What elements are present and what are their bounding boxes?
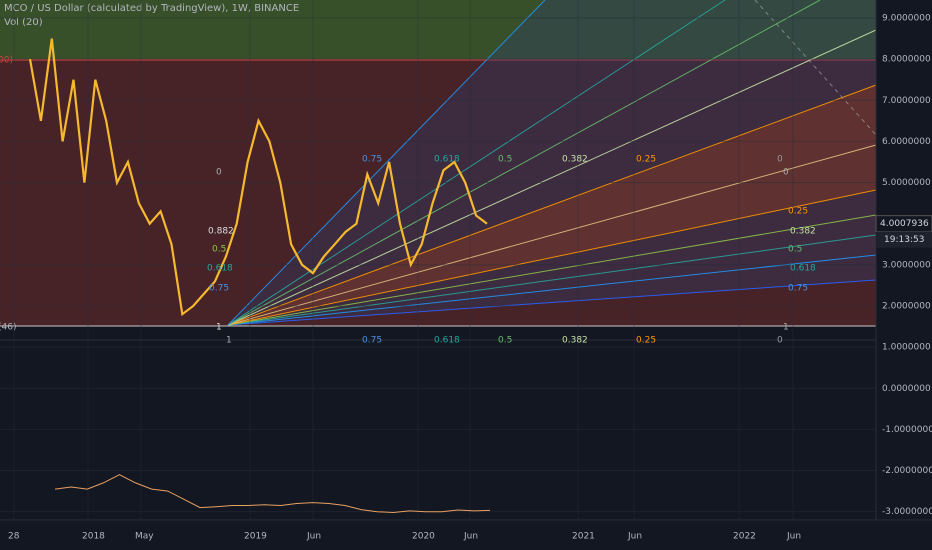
fib-label: 0.618 [790,264,816,274]
fib-label: 0.5 [498,336,512,346]
price-tick-label: 7.0000000 [882,96,931,106]
dashed-line [754,0,877,136]
fib-label: 0.382 [562,155,588,165]
fan-line [227,0,821,326]
fib-label: 0.618 [207,264,233,274]
time-tick-label: Jun [306,532,321,542]
fan-zone [228,0,876,325]
time-tick-label: 2021 [572,532,595,542]
time-tick-label: 2019 [244,532,267,542]
time-tick-label: May [135,532,154,542]
fib-label: 0.25 [788,207,808,217]
price-tick-label: 2.0000000 [882,301,931,311]
fan-line [227,144,877,326]
fan-line [227,29,877,326]
price-tick-label: -3.0000000 [882,507,932,517]
price-tag-label: 4.0007936 [880,219,929,229]
fib-label: 0.75 [362,155,382,165]
fib-label: 0.618 [434,155,460,165]
fib-label: 0 [216,168,222,178]
fib-label: 0.75 [209,284,229,294]
fib-label: 1 [783,323,789,333]
fib-label: 1 [226,336,232,346]
price-tick-label: 1.0000000 [882,343,931,353]
fib-label: 0 [777,336,783,346]
fib-label: 0 [783,168,789,178]
fib-label: 0.5 [498,155,512,165]
time-tick-label: Jun [786,532,801,542]
fan-line [227,214,877,326]
price-tick-label: 6.0000000 [882,137,931,147]
fan-line [227,254,877,326]
fib-label: 0.5 [788,245,802,255]
fib-label: 0.5 [212,245,226,255]
countdown-tag [876,231,932,248]
fib-label: 0.382 [790,227,816,237]
price-tick-label: 5.0000000 [882,178,931,188]
fib-label: 0.75 [362,336,382,346]
clipped-label: (46) [0,323,16,333]
price-tick-label: 0.0000000 [882,384,931,394]
fan-line [227,0,546,326]
price-tick-label: -2.0000000 [882,466,932,476]
price-tick-label: 8.0000000 [882,55,931,65]
time-tick-label: Jun [463,532,478,542]
fan-line [227,84,877,326]
price-line [28,38,488,317]
price-tick-label: 9.0000000 [882,14,931,24]
fan-line [227,189,877,326]
gann-fan [227,0,877,326]
time-tick-label: 2020 [412,532,435,542]
fib-label: 0.25 [636,155,656,165]
fib-label: 0.382 [562,336,588,346]
time-tick-label: Jun [627,532,642,542]
fan-line [227,234,877,326]
fib-label: 1 [216,323,222,333]
time-tick-label: 2018 [82,532,105,542]
time-tick-label: 2022 [733,532,756,542]
fib-label: 0.618 [434,336,460,346]
price-tick-label: 3.0000000 [882,260,931,270]
fib-label: 0 [777,155,783,165]
indicator-title: Vol (20) [4,17,43,28]
fib-label: 0.882 [208,227,234,237]
fan-line [227,279,877,326]
fib-label: 0.25 [636,336,656,346]
volume-line [54,474,491,514]
green-zone [0,0,876,60]
symbol-title: MCO / US Dollar (calculated by TradingVi… [4,3,299,14]
countdown-label: 19:13:53 [884,235,924,245]
price-tick-label: -1.0000000 [882,425,932,435]
clipped-label: 00) [0,56,13,66]
fib-label: 0.75 [788,284,808,294]
time-tick-label: 28 [8,532,20,542]
